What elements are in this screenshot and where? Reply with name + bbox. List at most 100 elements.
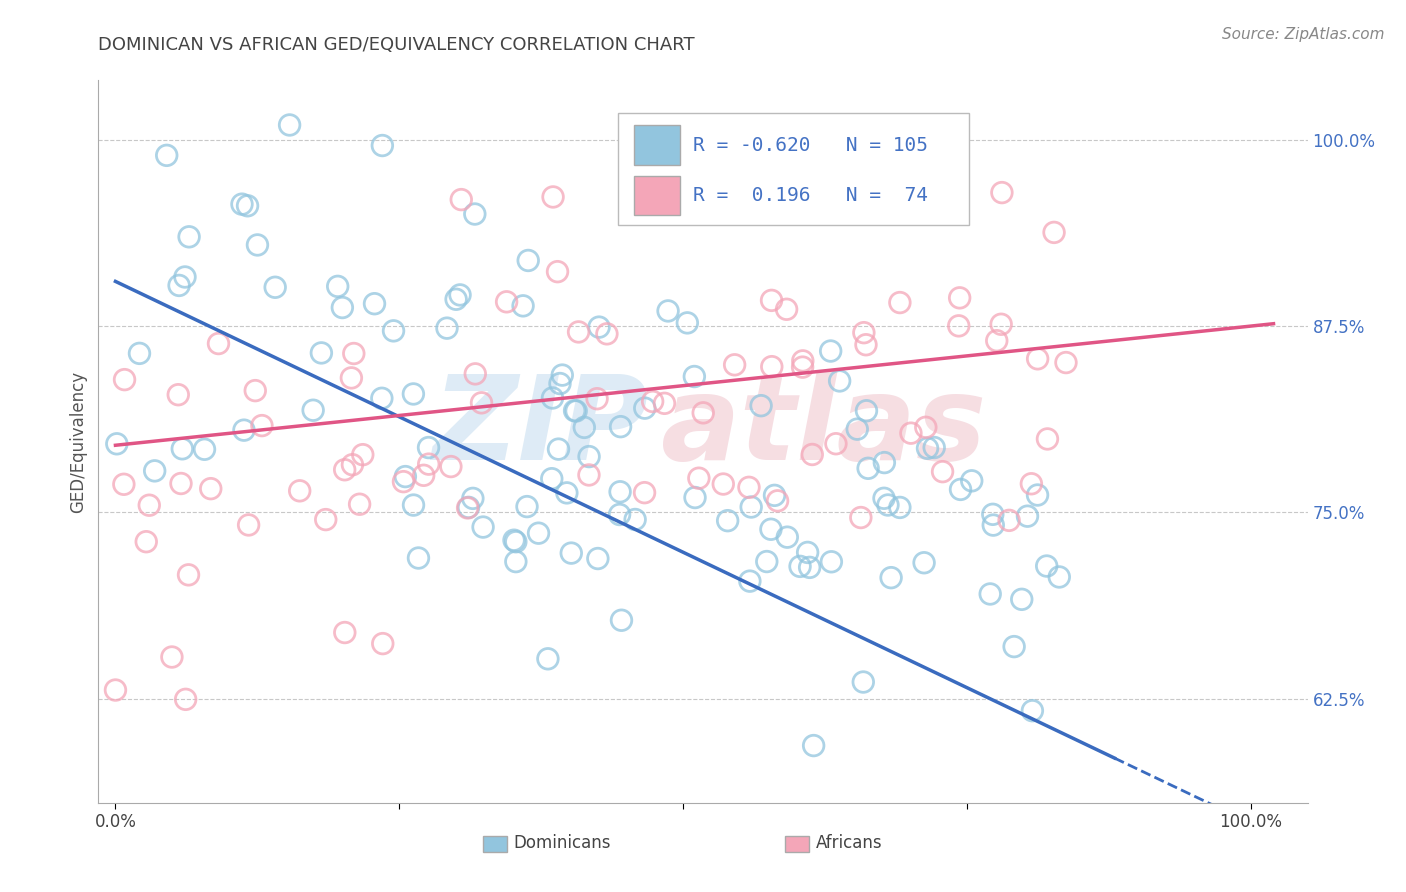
Text: ZIP: ZIP — [432, 369, 648, 484]
Text: atlas: atlas — [661, 369, 987, 484]
Point — [564, 403, 586, 417]
Point — [302, 403, 325, 417]
Point — [371, 392, 394, 406]
Point — [799, 560, 821, 574]
Point — [981, 508, 1004, 522]
Point — [801, 448, 824, 462]
Point — [763, 488, 786, 502]
Bar — [634, 176, 681, 215]
Point — [820, 344, 842, 359]
Point — [588, 320, 610, 334]
Point — [738, 480, 761, 494]
Point — [846, 422, 869, 436]
Point — [233, 423, 256, 437]
Point — [578, 450, 600, 464]
Point — [547, 265, 569, 279]
Point — [1026, 351, 1049, 366]
Point — [948, 318, 970, 333]
Point — [412, 468, 434, 483]
Point — [128, 346, 150, 360]
Point — [586, 551, 609, 566]
Point — [1054, 355, 1077, 369]
Point — [873, 456, 896, 470]
Point — [740, 500, 762, 514]
Point — [245, 384, 267, 398]
Point — [472, 520, 495, 534]
Point — [517, 253, 540, 268]
Point — [633, 485, 655, 500]
Y-axis label: GED/Equivalency: GED/Equivalency — [69, 370, 87, 513]
Point — [717, 514, 740, 528]
FancyBboxPatch shape — [619, 112, 969, 225]
Point — [349, 497, 371, 511]
Point — [495, 294, 517, 309]
Point — [311, 346, 333, 360]
Point — [1026, 488, 1049, 502]
Point — [738, 574, 761, 588]
Point — [609, 419, 631, 434]
Point — [170, 476, 193, 491]
Point — [450, 193, 472, 207]
Point — [949, 483, 972, 497]
Point — [236, 199, 259, 213]
Point — [560, 546, 582, 560]
Point — [193, 442, 215, 457]
Bar — [634, 125, 681, 165]
Point — [114, 373, 136, 387]
Point — [371, 637, 394, 651]
Point — [444, 292, 467, 306]
Point — [998, 513, 1021, 527]
Point — [711, 477, 734, 491]
Point — [512, 299, 534, 313]
Point — [330, 301, 353, 315]
Bar — [785, 836, 810, 852]
Point — [586, 392, 609, 406]
Point — [172, 442, 194, 456]
Point — [792, 360, 814, 375]
Point — [986, 334, 1008, 348]
Point — [792, 354, 814, 368]
Point — [789, 559, 811, 574]
Point — [855, 403, 877, 417]
Point — [138, 498, 160, 512]
Point — [574, 420, 596, 434]
Text: R =  0.196   N =  74: R = 0.196 N = 74 — [693, 186, 928, 205]
Point — [160, 650, 183, 665]
Point — [856, 461, 879, 475]
Point — [873, 491, 896, 506]
Text: Africans: Africans — [815, 833, 882, 852]
Point — [624, 512, 647, 526]
Point — [609, 508, 631, 522]
Point — [766, 493, 789, 508]
Point — [641, 394, 664, 409]
Point — [408, 551, 430, 566]
Point — [382, 324, 405, 338]
Point — [761, 293, 783, 308]
Point — [541, 391, 564, 405]
Point — [761, 359, 783, 374]
Text: Dominicans: Dominicans — [513, 833, 610, 852]
Point — [547, 442, 569, 457]
Point — [156, 148, 179, 162]
Point — [238, 518, 260, 533]
Point — [527, 526, 550, 541]
Point — [464, 207, 486, 221]
Point — [849, 510, 872, 524]
Point — [464, 367, 486, 381]
Point — [402, 498, 425, 512]
Point — [880, 571, 903, 585]
Point — [917, 442, 939, 456]
Point — [990, 318, 1012, 332]
Point — [470, 396, 492, 410]
Point — [724, 358, 747, 372]
Text: Source: ZipAtlas.com: Source: ZipAtlas.com — [1222, 27, 1385, 42]
Point — [541, 190, 564, 204]
Text: DOMINICAN VS AFRICAN GED/EQUIVALENCY CORRELATION CHART: DOMINICAN VS AFRICAN GED/EQUIVALENCY COR… — [98, 36, 695, 54]
Point — [505, 555, 527, 569]
Point — [436, 321, 458, 335]
Point — [288, 483, 311, 498]
Point — [200, 482, 222, 496]
Point — [440, 459, 463, 474]
Point — [803, 739, 825, 753]
Point — [960, 474, 983, 488]
